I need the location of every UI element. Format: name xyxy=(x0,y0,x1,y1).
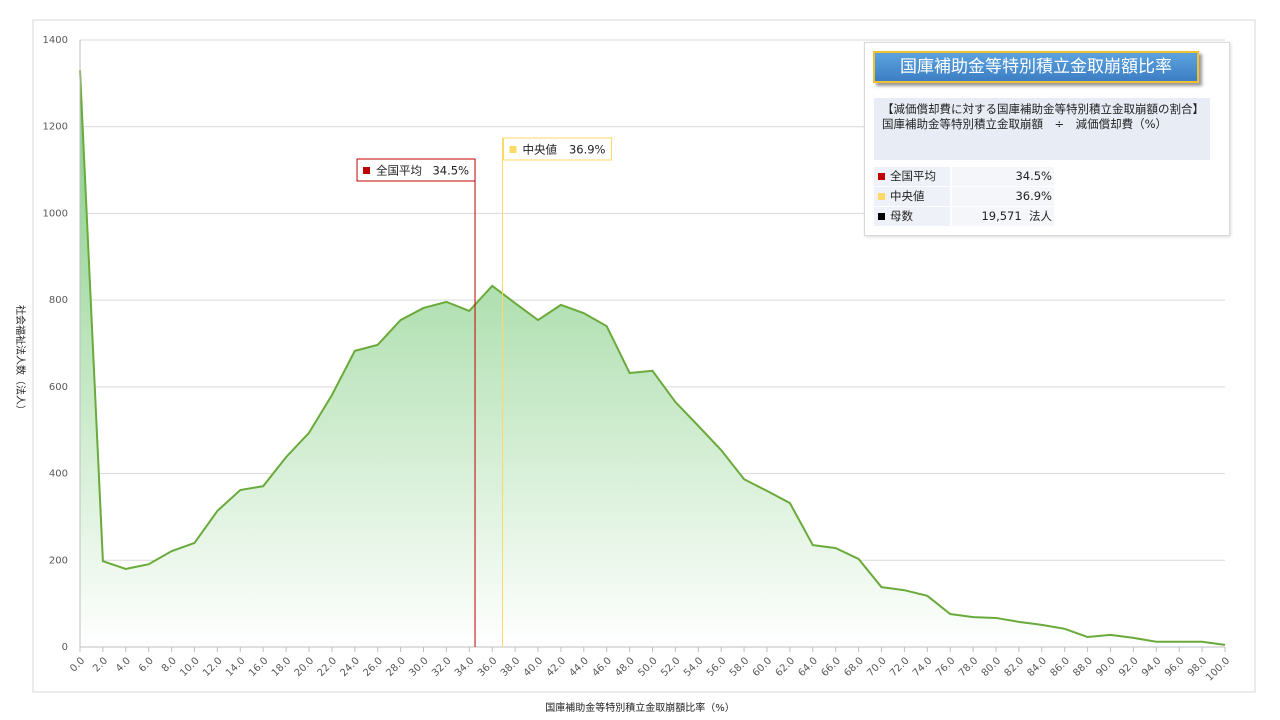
y-tick-label: 1000 xyxy=(43,208,68,219)
x-tick-label: 8.0 xyxy=(160,655,179,674)
x-tick-label: 16.0 xyxy=(247,655,271,679)
reference-label: 全国平均 34.5% xyxy=(356,158,476,182)
x-tick-label: 6.0 xyxy=(137,655,156,674)
row-value-cell: 36.9% xyxy=(952,187,1054,206)
row-swatch xyxy=(878,193,885,200)
reference-value: 34.5% xyxy=(432,164,469,178)
x-tick-label: 58.0 xyxy=(728,655,752,679)
x-tick-label: 80.0 xyxy=(980,655,1004,679)
row-value-cell: 34.5% xyxy=(952,167,1054,186)
row-name-cell: 母数 xyxy=(874,207,950,226)
reference-label-box xyxy=(356,158,476,182)
x-tick-label: 12.0 xyxy=(201,655,225,679)
x-tick-label: 92.0 xyxy=(1117,655,1141,679)
x-tick-label: 22.0 xyxy=(316,655,340,679)
row-name: 母数 xyxy=(890,209,913,223)
x-tick-label: 38.0 xyxy=(499,655,523,679)
row-name: 中央値 xyxy=(890,189,925,203)
x-tick-label: 48.0 xyxy=(613,655,637,679)
x-tick-label: 40.0 xyxy=(522,655,546,679)
x-tick-label: 66.0 xyxy=(819,655,843,679)
row-value: 34.5% xyxy=(1015,169,1052,183)
x-tick-label: 44.0 xyxy=(568,655,592,679)
x-tick-label: 0.0 xyxy=(68,655,87,674)
x-tick-label: 20.0 xyxy=(293,655,317,679)
row-name: 全国平均 xyxy=(890,169,936,183)
reference-label-swatch xyxy=(509,146,517,153)
x-tick-label: 82.0 xyxy=(1003,655,1027,679)
x-tick-label: 46.0 xyxy=(590,655,614,679)
reference-value: 36.9% xyxy=(569,143,606,157)
x-tick-label: 50.0 xyxy=(636,655,660,679)
row-name-cell: 中央値 xyxy=(874,187,950,206)
y-axis-title: 社会福祉法人数（法人） xyxy=(14,305,27,415)
x-tick-label: 32.0 xyxy=(430,655,454,679)
y-tick-label: 400 xyxy=(49,469,68,480)
reference-label: 中央値 36.9% xyxy=(503,137,613,161)
x-tick-label: 34.0 xyxy=(453,655,477,679)
row-value: 法人 xyxy=(1029,209,1052,223)
x-tick-label: 36.0 xyxy=(476,655,500,679)
info-panel: 国庫補助金等特別積立金取崩額比率 【減価償却費に対する国庫補助金等特別積立金取崩… xyxy=(864,42,1230,236)
x-tick-label: 78.0 xyxy=(957,655,981,679)
x-tick-label: 4.0 xyxy=(114,655,133,674)
row-name-cell: 全国平均 xyxy=(874,167,950,186)
x-tick-label: 54.0 xyxy=(682,655,706,679)
y-tick-label: 1200 xyxy=(43,122,68,133)
description-line: 国庫補助金等特別積立金取崩額 ÷ 減価償却費（%） xyxy=(882,117,1168,131)
area-line xyxy=(79,70,1226,646)
row-value: 19,571 xyxy=(981,209,1022,223)
x-tick-label: 30.0 xyxy=(407,655,431,679)
x-tick-label: 76.0 xyxy=(934,655,958,679)
x-tick-label: 94.0 xyxy=(1140,655,1164,679)
panel-row: 全国平均 34.5% xyxy=(874,167,1054,186)
x-tick-label: 60.0 xyxy=(751,655,775,679)
y-tick-label: 600 xyxy=(49,382,68,393)
x-tick-label: 90.0 xyxy=(1094,655,1118,679)
x-tick-label: 18.0 xyxy=(270,655,294,679)
x-tick-label: 64.0 xyxy=(797,655,821,679)
panel-description: 【減価償却費に対する国庫補助金等特別積立金取崩額の割合】 国庫補助金等特別積立金… xyxy=(874,98,1210,160)
x-tick-label: 84.0 xyxy=(1026,655,1050,679)
row-swatch xyxy=(878,213,885,220)
reference-name: 全国平均 xyxy=(376,164,422,178)
x-tick-label: 28.0 xyxy=(384,655,408,679)
x-tick-label: 72.0 xyxy=(888,655,912,679)
row-value-cell: 19,571 法人 xyxy=(952,207,1054,226)
y-tick-label: 800 xyxy=(49,295,68,306)
panel-title: 国庫補助金等特別積立金取崩額比率 xyxy=(873,51,1199,83)
y-tick-label: 200 xyxy=(49,555,68,566)
x-tick-label: 10.0 xyxy=(178,655,202,679)
description-line: 【減価償却費に対する国庫補助金等特別積立金取崩額の割合】 xyxy=(882,102,1204,116)
reference-name: 中央値 xyxy=(523,143,558,157)
x-tick-label: 56.0 xyxy=(705,655,729,679)
x-tick-label: 86.0 xyxy=(1048,655,1072,679)
panel-row: 母数 19,571 法人 xyxy=(874,207,1054,226)
x-tick-label: 74.0 xyxy=(911,655,935,679)
x-tick-label: 68.0 xyxy=(842,655,866,679)
y-tick-label: 1400 xyxy=(43,35,68,46)
x-tick-label: 96.0 xyxy=(1163,655,1187,679)
area-fill xyxy=(80,70,1225,648)
row-value: 36.9% xyxy=(1015,189,1052,203)
chart-frame xyxy=(32,19,1256,693)
x-tick-label: 88.0 xyxy=(1071,655,1095,679)
x-tick-label: 42.0 xyxy=(545,655,569,679)
x-tick-label: 14.0 xyxy=(224,655,248,679)
row-swatch xyxy=(878,173,885,180)
x-tick-label: 70.0 xyxy=(865,655,889,679)
x-tick-label: 52.0 xyxy=(659,655,683,679)
x-axis-title: 国庫補助金等特別積立金取崩額比率（%） xyxy=(545,701,735,714)
panel-row: 中央値 36.9% xyxy=(874,187,1054,206)
reference-label-swatch xyxy=(363,167,371,174)
x-tick-label: 62.0 xyxy=(774,655,798,679)
reference-label-box xyxy=(503,137,613,161)
x-tick-label: 24.0 xyxy=(339,655,363,679)
x-tick-label: 26.0 xyxy=(361,655,385,679)
x-tick-label: 2.0 xyxy=(91,655,110,674)
x-tick-label: 100.0 xyxy=(1204,655,1232,683)
y-tick-label: 0 xyxy=(62,642,68,653)
